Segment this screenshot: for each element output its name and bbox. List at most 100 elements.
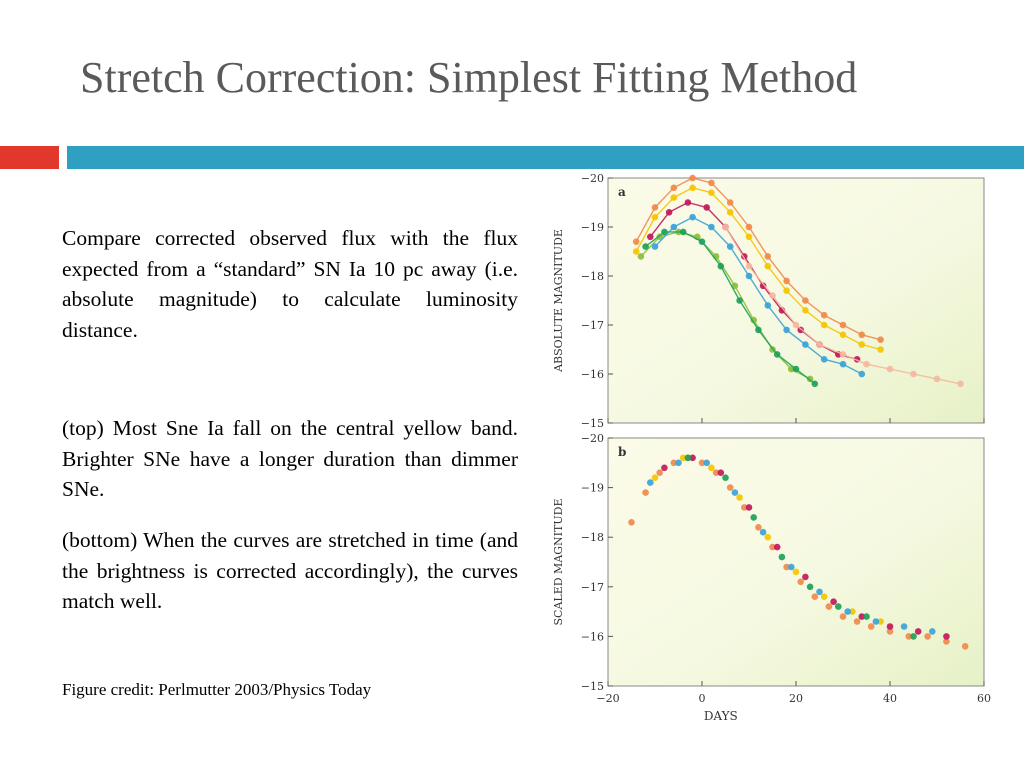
data-point <box>863 613 870 620</box>
data-point <box>802 297 809 304</box>
paragraph-text: (bottom) When the curves are stretched i… <box>62 528 518 613</box>
data-point <box>722 474 729 482</box>
figure-credit: Figure credit: Perlmutter 2003/Physics T… <box>62 680 372 699</box>
data-point <box>783 287 790 294</box>
series-line <box>645 231 816 385</box>
data-point <box>726 243 734 250</box>
data-point <box>651 474 659 482</box>
data-point <box>689 213 696 221</box>
data-point <box>670 194 678 201</box>
data-point <box>708 223 715 231</box>
data-point <box>943 633 950 640</box>
paragraph-text: (top) Most Sne Ia fall on the central ye… <box>62 416 518 501</box>
data-point <box>849 608 856 615</box>
data-point <box>769 292 776 299</box>
data-point <box>684 199 692 206</box>
data-point <box>698 459 706 467</box>
data-point <box>717 469 725 477</box>
data-point <box>924 633 931 640</box>
data-point <box>769 543 776 551</box>
data-point <box>839 351 847 358</box>
y-tick-label: −19 <box>581 221 604 234</box>
data-point <box>647 479 654 486</box>
slide-title: Stretch Correction: Simplest Fitting Met… <box>80 53 858 102</box>
data-point <box>792 568 800 576</box>
data-point <box>933 375 941 383</box>
data-point <box>914 628 922 635</box>
y-tick-label: −18 <box>581 270 604 283</box>
data-point <box>839 321 847 329</box>
data-point <box>722 223 729 231</box>
paragraph-text: Compare corrected observed flux with the… <box>62 226 518 342</box>
data-point <box>679 228 687 236</box>
data-point <box>835 603 842 610</box>
data-point <box>726 209 734 216</box>
data-point <box>839 360 847 368</box>
data-point <box>689 454 696 462</box>
data-point <box>745 223 753 231</box>
data-point <box>726 484 734 491</box>
data-point <box>726 199 734 206</box>
x-tick-label: 60 <box>977 692 991 705</box>
data-point <box>703 459 710 467</box>
data-point <box>745 272 753 280</box>
data-point <box>816 588 823 596</box>
data-point <box>764 533 772 541</box>
data-point <box>778 553 786 561</box>
data-point <box>792 365 800 373</box>
data-point <box>708 464 715 472</box>
y-tick-label: −15 <box>581 417 604 430</box>
data-point <box>637 253 645 260</box>
data-point <box>679 454 687 462</box>
data-point <box>802 307 809 314</box>
data-point <box>802 573 809 581</box>
data-point <box>839 613 847 620</box>
data-point <box>788 563 795 571</box>
panel-label: b <box>618 445 626 459</box>
data-point <box>731 282 739 290</box>
data-point <box>943 638 950 645</box>
y-tick-label: −20 <box>581 172 604 185</box>
data-point <box>858 613 866 620</box>
data-point <box>750 514 757 521</box>
data-point <box>811 593 819 600</box>
y-axis-label: ABSOLUTE MAGNITUDE <box>552 229 565 373</box>
data-point <box>661 228 668 236</box>
data-point <box>886 365 894 373</box>
data-point <box>703 204 710 211</box>
y-axis-label: SCALED MAGNITUDE <box>552 499 565 626</box>
series-line <box>635 187 881 351</box>
data-point <box>670 459 678 467</box>
y-tick-label: −17 <box>581 319 604 332</box>
data-point <box>764 262 772 270</box>
plot-area <box>607 437 985 687</box>
data-point <box>802 341 809 348</box>
data-point <box>750 316 757 324</box>
data-point <box>839 331 847 339</box>
data-point <box>961 643 969 650</box>
data-point <box>675 459 682 467</box>
series-line <box>635 177 881 341</box>
y-tick-label: −20 <box>581 432 604 445</box>
accent-bar-blue <box>67 146 1024 169</box>
data-point <box>764 253 772 260</box>
data-point <box>661 464 668 472</box>
x-tick-label: 0 <box>699 692 706 705</box>
data-point <box>792 321 800 329</box>
y-tick-label: −17 <box>581 581 604 594</box>
data-point <box>689 184 696 192</box>
data-point <box>886 623 894 630</box>
data-point <box>858 370 866 378</box>
data-point <box>708 189 715 196</box>
data-point <box>628 519 635 526</box>
data-point <box>665 209 673 216</box>
data-point <box>647 233 654 241</box>
x-tick-label: −20 <box>596 692 619 705</box>
data-point <box>820 356 828 363</box>
paragraph-flux-comparison: Compare corrected observed flux with the… <box>62 223 518 345</box>
data-point <box>651 243 659 250</box>
data-point <box>900 623 908 630</box>
paragraph-bottom-panel: (bottom) When the curves are stretched i… <box>62 525 518 617</box>
panel-label: a <box>618 185 626 199</box>
data-point <box>656 469 663 477</box>
